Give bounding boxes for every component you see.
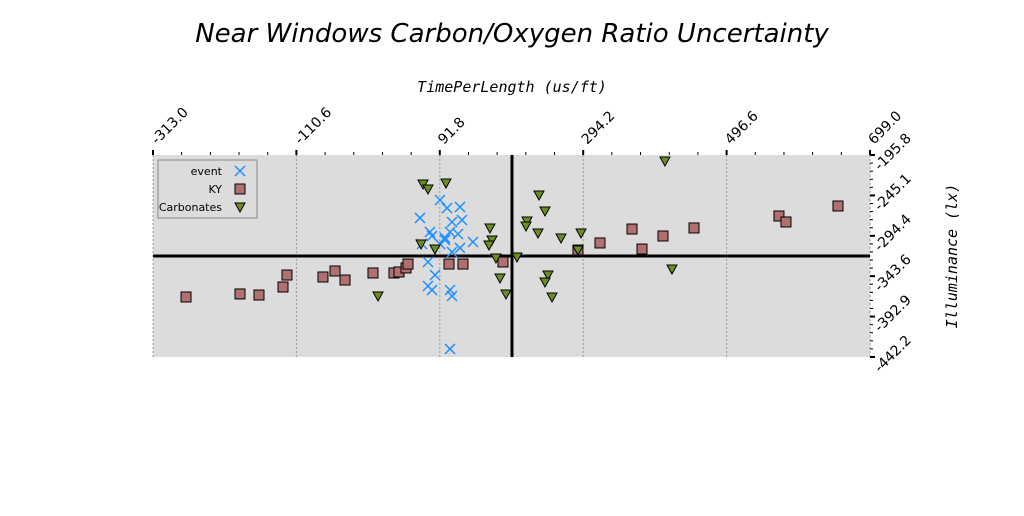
- point: [441, 202, 453, 214]
- point: [484, 223, 496, 234]
- point: [277, 281, 289, 293]
- point: [415, 239, 427, 251]
- point: [417, 179, 429, 191]
- point: [666, 264, 678, 276]
- point: [539, 206, 551, 218]
- point: [317, 271, 329, 283]
- point: [594, 237, 606, 249]
- y-tick-label: -294.4: [872, 211, 915, 254]
- legend-label: event: [191, 165, 223, 178]
- point: [443, 258, 455, 270]
- point: [281, 269, 293, 281]
- point: [426, 230, 438, 242]
- point: [339, 274, 351, 286]
- point: [429, 244, 441, 256]
- legend-marker: [234, 183, 246, 195]
- point: [422, 256, 434, 268]
- point: [659, 156, 671, 168]
- point: [180, 291, 192, 303]
- point: [467, 236, 479, 248]
- point: [414, 212, 426, 224]
- legend-label: Carbonates: [159, 201, 222, 214]
- point: [440, 178, 452, 190]
- point: [780, 216, 792, 228]
- point: [446, 246, 458, 258]
- point: [521, 216, 533, 228]
- point: [555, 233, 567, 244]
- point: [575, 228, 587, 239]
- point: [626, 223, 638, 235]
- point: [486, 235, 498, 247]
- point: [444, 284, 456, 296]
- point: [454, 201, 466, 213]
- x-tick-label: 294.2: [579, 108, 619, 148]
- point: [533, 190, 545, 202]
- point: [446, 290, 458, 302]
- legend-label: KY: [208, 183, 222, 196]
- point: [457, 258, 469, 270]
- point: [452, 228, 464, 240]
- point: [426, 284, 438, 296]
- point: [520, 221, 532, 233]
- point: [532, 228, 544, 239]
- point: [832, 200, 844, 212]
- point: [456, 214, 468, 226]
- point: [572, 245, 584, 257]
- point: [494, 273, 506, 285]
- point: [546, 292, 558, 304]
- point: [511, 252, 523, 264]
- point: [490, 253, 502, 264]
- y-tick-label: -245.1: [872, 171, 915, 214]
- x-tick-label: -110.6: [292, 105, 335, 148]
- point: [439, 232, 451, 244]
- point: [422, 184, 434, 196]
- point: [688, 222, 700, 234]
- x-tick-label: 496.6: [722, 108, 762, 148]
- point: [429, 269, 441, 281]
- point: [539, 277, 551, 289]
- y-tick-label: -343.6: [872, 252, 915, 295]
- point: [402, 258, 414, 270]
- point: [483, 240, 495, 252]
- point: [542, 270, 554, 282]
- point: [636, 243, 648, 255]
- x-axis-label: TimePerLength (us/ft): [417, 78, 607, 96]
- y-tick-label: -392.9: [872, 292, 915, 335]
- chart-title: Near Windows Carbon/Oxygen Ratio Uncerta…: [195, 19, 829, 49]
- point: [234, 288, 246, 300]
- y-tick-label: -442.2: [872, 333, 915, 376]
- point: [372, 291, 384, 303]
- x-tick-label: 91.8: [435, 114, 468, 147]
- point: [500, 289, 512, 300]
- point: [253, 289, 265, 301]
- y-axis-label: Illuminance (lx): [943, 184, 961, 329]
- point: [657, 230, 669, 242]
- point: [446, 216, 458, 228]
- point: [329, 265, 341, 277]
- legend-marker: [234, 202, 246, 214]
- point: [367, 267, 379, 279]
- point: [444, 343, 456, 355]
- point: [773, 210, 785, 222]
- legend-marker: [234, 165, 246, 177]
- point: [497, 256, 509, 268]
- x-tick-label: -313.0: [149, 105, 192, 148]
- point: [454, 242, 466, 254]
